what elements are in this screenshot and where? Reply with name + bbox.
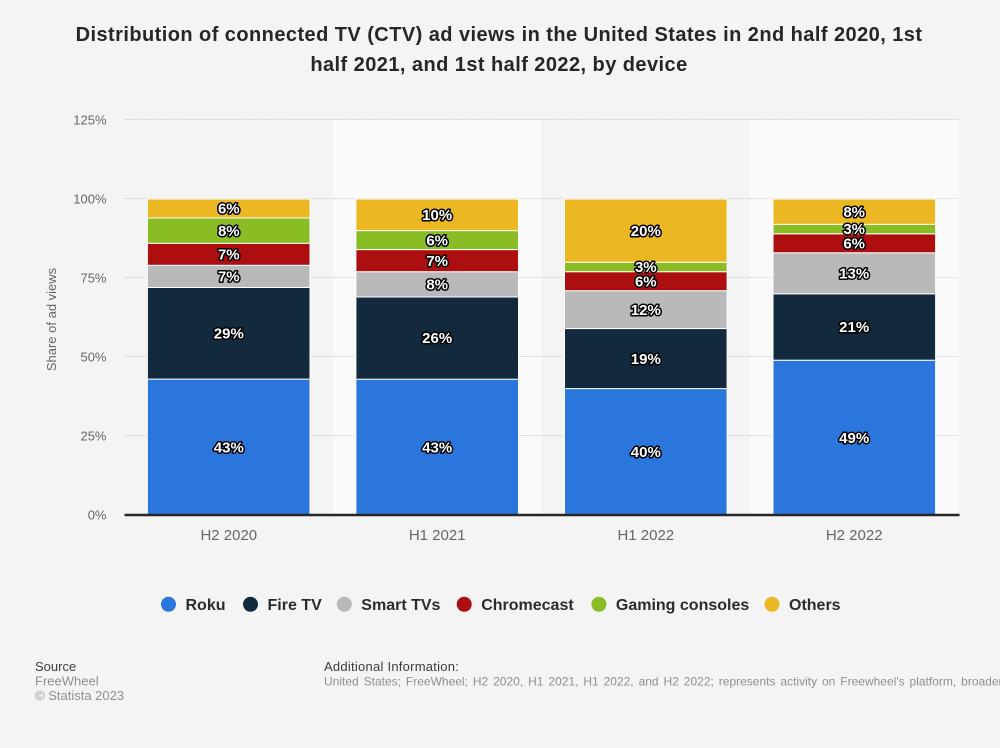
svg-text:3%: 3% [635,259,657,276]
svg-text:0%: 0% [88,508,107,523]
svg-text:50%: 50% [80,350,106,365]
svg-text:40%: 40% [631,444,661,461]
svg-text:20%: 20% [631,223,661,240]
svg-text:Additional Information:: Additional Information: [324,659,459,674]
svg-text:H2 2020: H2 2020 [200,527,257,544]
svg-text:8%: 8% [843,204,865,221]
svg-text:12%: 12% [631,302,661,319]
svg-text:Fire TV: Fire TV [268,597,323,614]
svg-text:Others: Others [789,597,841,614]
svg-text:8%: 8% [218,223,240,240]
svg-text:29%: 29% [214,326,244,343]
svg-text:H1 2022: H1 2022 [617,527,674,544]
svg-text:25%: 25% [80,429,106,444]
svg-text:United States; FreeWheel; H2 2: United States; FreeWheel; H2 2020, H1 20… [324,675,1000,689]
svg-text:6%: 6% [843,235,865,252]
svg-text:19%: 19% [631,351,661,368]
svg-text:3%: 3% [843,221,865,238]
svg-text:7%: 7% [218,247,240,264]
svg-text:FreeWheel: FreeWheel [35,674,99,689]
svg-text:Source: Source [35,659,76,674]
svg-text:21%: 21% [839,319,869,336]
svg-text:75%: 75% [80,271,106,286]
svg-text:6%: 6% [426,232,448,249]
svg-text:6%: 6% [635,273,657,290]
svg-text:H2 2022: H2 2022 [826,527,883,544]
svg-text:half 2021, and 1st half 2022,: half 2021, and 1st half 2022, by device [310,54,687,76]
svg-text:6%: 6% [218,201,240,218]
svg-text:Roku: Roku [186,597,226,614]
svg-text:© Statista 2023: © Statista 2023 [35,688,124,703]
svg-text:Distribution of connected TV (: Distribution of connected TV (CTV) ad vi… [76,24,923,46]
svg-text:H1 2021: H1 2021 [409,527,466,544]
svg-text:100%: 100% [73,192,107,207]
svg-text:10%: 10% [422,207,452,224]
svg-text:49%: 49% [839,430,869,447]
svg-text:Smart TVs: Smart TVs [361,597,440,614]
svg-text:Gaming consoles: Gaming consoles [616,597,749,614]
svg-text:Share of ad views: Share of ad views [44,267,59,371]
svg-text:7%: 7% [218,269,240,286]
svg-text:26%: 26% [422,330,452,347]
svg-text:13%: 13% [839,266,869,283]
svg-text:8%: 8% [426,277,448,294]
svg-text:Chromecast: Chromecast [481,597,574,614]
svg-text:125%: 125% [73,113,107,128]
svg-text:7%: 7% [426,253,448,270]
svg-text:43%: 43% [214,439,244,456]
svg-text:43%: 43% [422,439,452,456]
